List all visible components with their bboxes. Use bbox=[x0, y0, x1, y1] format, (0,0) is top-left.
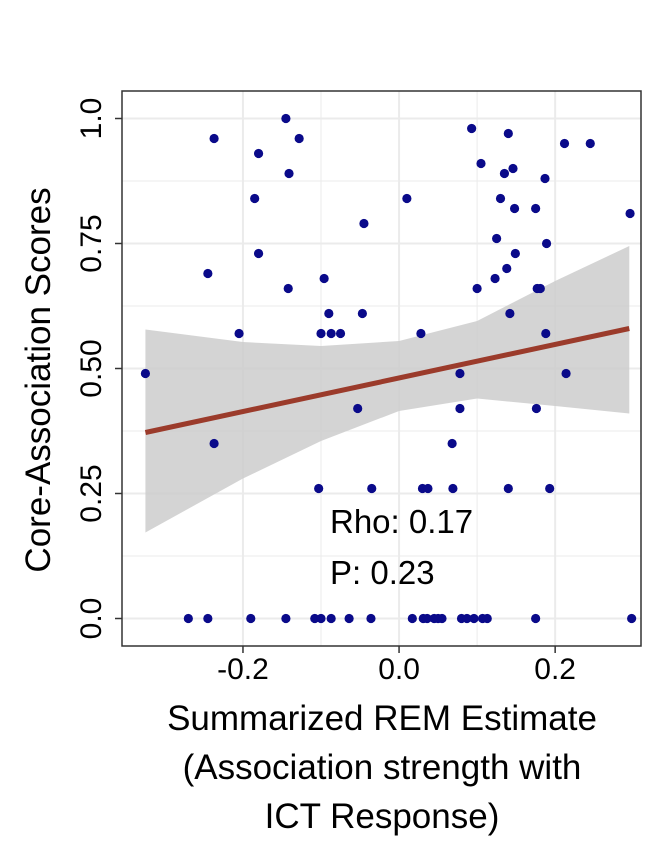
data-point bbox=[294, 133, 304, 144]
data-point bbox=[253, 148, 264, 159]
data-point bbox=[281, 613, 291, 624]
data-point bbox=[283, 283, 293, 294]
data-point bbox=[455, 368, 465, 379]
data-point bbox=[531, 203, 541, 214]
fit-line-layer bbox=[144, 326, 630, 435]
data-point bbox=[203, 268, 213, 279]
data-point bbox=[402, 193, 412, 204]
data-point bbox=[505, 308, 515, 319]
data-point bbox=[545, 483, 555, 494]
data-point bbox=[209, 133, 219, 144]
data-point bbox=[531, 613, 541, 624]
data-point bbox=[448, 483, 458, 494]
data-point bbox=[326, 613, 336, 624]
data-point bbox=[509, 203, 520, 214]
regression-line bbox=[144, 326, 630, 435]
y-tick-label: 0.0 bbox=[75, 598, 108, 640]
data-point bbox=[319, 273, 329, 284]
y-tick-label: 0.25 bbox=[75, 464, 108, 522]
x-axis-title-line-1: Summarized REM Estimate bbox=[167, 699, 597, 738]
data-point bbox=[316, 328, 326, 339]
data-point bbox=[246, 613, 256, 624]
data-point bbox=[314, 483, 324, 494]
data-point bbox=[335, 328, 346, 339]
x-tick-label: 0.0 bbox=[378, 653, 420, 686]
data-point bbox=[367, 483, 377, 494]
y-tick-label: 1.0 bbox=[75, 98, 108, 140]
data-point bbox=[253, 248, 264, 259]
data-point bbox=[502, 263, 512, 274]
data-point bbox=[366, 613, 376, 624]
data-point bbox=[455, 403, 465, 414]
data-point bbox=[416, 328, 426, 339]
x-tick-label: 0.2 bbox=[534, 653, 576, 686]
data-point bbox=[462, 613, 472, 624]
data-point bbox=[535, 283, 545, 294]
data-point bbox=[627, 613, 637, 624]
data-point bbox=[437, 613, 447, 624]
data-point bbox=[407, 613, 417, 624]
annotation-p-value: P: 0.23 bbox=[330, 554, 435, 591]
data-point bbox=[344, 613, 354, 624]
data-point bbox=[490, 273, 500, 284]
data-point bbox=[510, 248, 520, 259]
data-point bbox=[140, 368, 151, 379]
x-tick-label: -0.2 bbox=[217, 653, 269, 686]
data-point bbox=[469, 613, 479, 624]
data-point bbox=[585, 138, 595, 149]
data-point bbox=[326, 328, 336, 339]
data-point bbox=[447, 438, 457, 449]
data-point bbox=[540, 173, 550, 184]
axis-ticks: -0.2 0.0 0.2 0.0 0.25 0.50 0.75 1.0 bbox=[75, 98, 576, 686]
data-point bbox=[482, 613, 492, 624]
data-point bbox=[561, 368, 571, 379]
data-point bbox=[209, 438, 219, 449]
data-point bbox=[281, 113, 291, 124]
y-tick-label: 0.75 bbox=[75, 214, 108, 272]
data-point bbox=[531, 403, 542, 414]
y-axis-title: Core-Association Scores bbox=[19, 187, 58, 572]
data-point bbox=[467, 123, 477, 134]
data-point bbox=[183, 613, 193, 624]
data-point bbox=[324, 308, 334, 319]
data-point bbox=[495, 193, 506, 204]
x-axis-title-line-2: (Association strength with bbox=[183, 748, 582, 787]
data-point bbox=[284, 168, 294, 179]
data-point bbox=[476, 158, 486, 169]
data-point bbox=[559, 138, 570, 149]
data-point bbox=[353, 403, 363, 414]
data-point bbox=[422, 613, 432, 624]
y-tick-label: 0.50 bbox=[75, 339, 108, 397]
data-point bbox=[492, 233, 502, 244]
data-point bbox=[357, 308, 367, 319]
data-point bbox=[499, 168, 510, 179]
data-point bbox=[503, 483, 513, 494]
data-point bbox=[250, 193, 260, 204]
data-point bbox=[541, 328, 551, 339]
data-point bbox=[359, 218, 369, 229]
data-point bbox=[472, 283, 482, 294]
data-point bbox=[234, 328, 244, 339]
data-point bbox=[503, 128, 513, 139]
data-point bbox=[508, 163, 518, 174]
data-point bbox=[541, 238, 552, 249]
data-point bbox=[316, 613, 326, 624]
x-axis-title-line-3: ICT Response) bbox=[265, 797, 500, 836]
data-point bbox=[203, 613, 213, 624]
data-point bbox=[625, 208, 635, 219]
annotation-rho: Rho: 0.17 bbox=[330, 503, 473, 540]
data-point bbox=[423, 483, 433, 494]
data-points bbox=[140, 113, 637, 624]
